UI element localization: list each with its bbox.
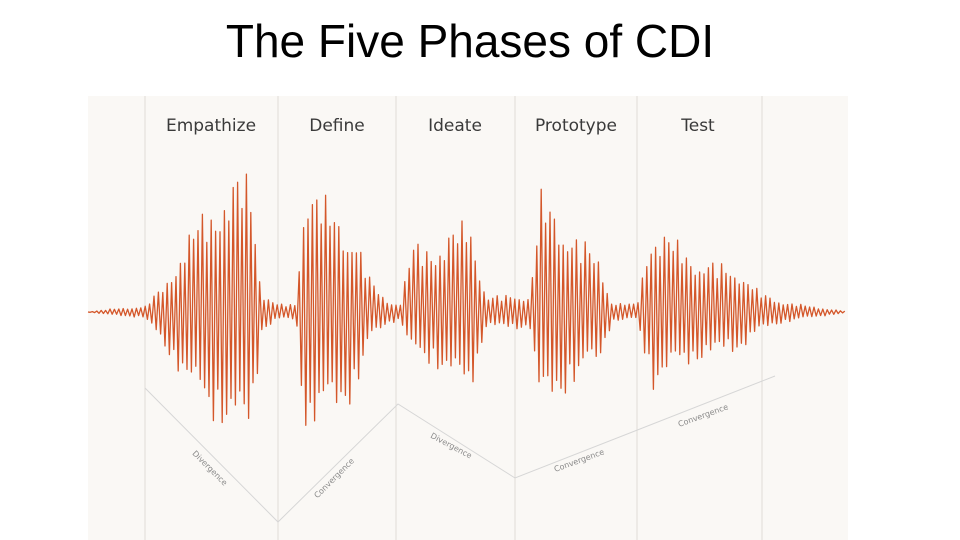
phase-dividers [144, 96, 763, 540]
phase-label-empathize: Empathize [166, 116, 256, 136]
phase-label-prototype: Prototype [535, 116, 617, 136]
slide-title: The Five Phases of CDI [225, 15, 715, 67]
phase-label-test: Test [680, 116, 715, 136]
waveform [87, 173, 846, 426]
phase-labels: Empathize Define Ideate Prototype Test [166, 116, 715, 136]
phase-label-ideate: Ideate [428, 116, 482, 136]
guide-lines [144, 375, 776, 523]
phase-label-define: Define [309, 116, 365, 136]
divergence-convergence-guide [144, 375, 776, 523]
